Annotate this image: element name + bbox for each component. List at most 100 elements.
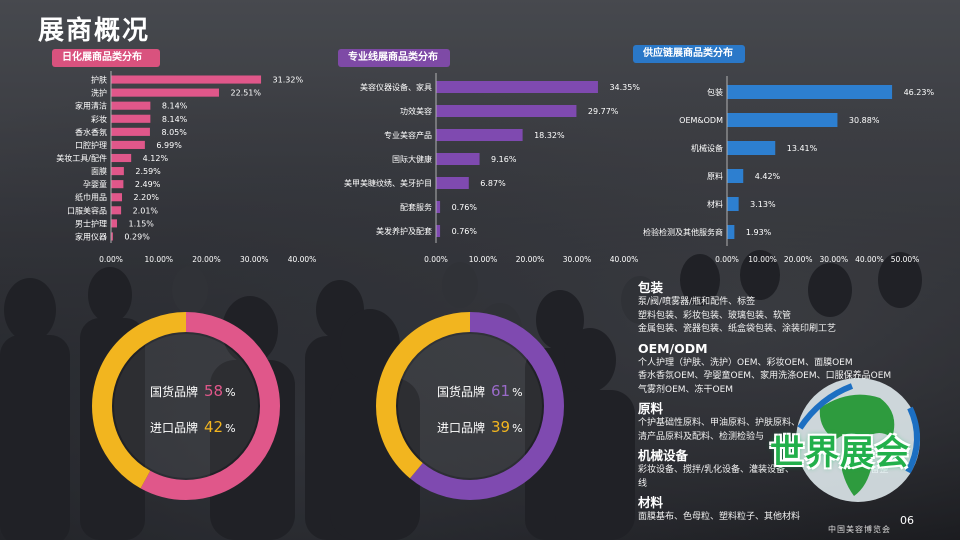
bar <box>436 81 598 93</box>
detail-heading: 包装 <box>638 280 664 295</box>
data-label: 22.51% <box>230 89 261 98</box>
category-label: 检验检测及其他服务商 <box>643 227 723 237</box>
category-label: 护肤 <box>91 75 107 85</box>
bar <box>436 153 480 165</box>
donut-category-label: 国货品牌 <box>437 384 485 399</box>
chart-title-supply-chain: 供应链展商品类分布 <box>633 45 745 63</box>
detail-line: 个护基础性原料、甲油原料、护肤原料、 料、家 <box>638 418 895 428</box>
data-label: 0.76% <box>452 227 478 236</box>
donut-value-label: 42 <box>204 418 223 436</box>
data-label: 34.35% <box>609 83 640 92</box>
detail-line: 香水香氛OEM、孕婴童OEM、家用洗涤OEM、口服保养品OEM <box>638 371 892 381</box>
donut-percent-sign: % <box>225 422 235 435</box>
logo-text: 世界展会 <box>770 433 910 473</box>
category-label: 国际大健康 <box>392 154 432 164</box>
bar <box>111 75 262 84</box>
bar <box>111 127 150 136</box>
tick-label: 40.00% <box>288 255 317 264</box>
page-number: 06 <box>900 514 914 527</box>
detail-line: 线 <box>638 478 648 489</box>
bar <box>111 193 123 202</box>
data-label: 6.87% <box>480 179 506 188</box>
tick-label: 20.00% <box>192 255 221 264</box>
bar <box>436 177 469 189</box>
category-label: 材料 <box>707 199 723 209</box>
tick-label: 20.00% <box>516 255 545 264</box>
bar <box>436 105 577 117</box>
detail-heading: OEM/ODM <box>638 340 708 356</box>
category-label: 原料 <box>707 171 723 181</box>
data-label: 4.42% <box>755 172 781 181</box>
category-label: OEM&ODM <box>679 116 723 125</box>
detail-heading: 机械设备 <box>638 448 689 463</box>
data-label: 13.41% <box>787 144 818 153</box>
bar <box>727 225 735 239</box>
bar <box>111 167 124 176</box>
data-label: 4.12% <box>143 154 169 163</box>
chart-title-daily-chemical: 日化展商品类分布 <box>52 49 160 67</box>
category-label: 孕婴童 <box>83 179 107 189</box>
bar <box>111 140 145 149</box>
data-label: 29.77% <box>588 107 619 116</box>
data-label: 2.49% <box>135 180 161 189</box>
data-label: 2.01% <box>133 206 159 215</box>
category-label: 美甲美睫纹绣、美牙护目 <box>344 178 432 188</box>
detail-heading: 原料 <box>638 401 664 416</box>
tick-label: 30.00% <box>819 255 848 264</box>
chart-title-professional: 专业线展商品类分布 <box>338 49 450 67</box>
page-title: 展商概况 <box>38 16 151 46</box>
bar <box>111 206 122 215</box>
category-label: 美发养护及配套 <box>376 226 432 236</box>
bar <box>436 201 441 213</box>
bar <box>111 101 151 110</box>
data-label: 2.20% <box>134 193 160 202</box>
bar <box>436 225 441 237</box>
data-label: 30.88% <box>849 116 880 125</box>
donut-value-label: 58 <box>204 382 223 400</box>
donut-percent-sign: % <box>512 422 522 435</box>
bar <box>111 180 124 189</box>
category-label: 家用清洁 <box>75 101 107 111</box>
data-label: 6.99% <box>156 141 182 150</box>
data-label: 46.23% <box>904 88 935 97</box>
donut-hole <box>114 334 258 478</box>
data-label: 9.16% <box>491 155 517 164</box>
bar <box>727 169 744 183</box>
detail-line: 泵/阀/喷雾器/瓶和配件、标签 <box>638 297 756 307</box>
bar <box>436 129 523 141</box>
category-label: 配套服务 <box>400 202 432 212</box>
data-label: 0.76% <box>452 203 478 212</box>
tick-label: 30.00% <box>563 255 592 264</box>
category-label: 美容仪器设备、家具 <box>360 82 432 92</box>
donut-value-label: 61 <box>491 382 510 400</box>
data-label: 8.05% <box>161 128 187 137</box>
category-label: 专业美容产品 <box>384 130 432 140</box>
data-label: 3.13% <box>750 200 776 209</box>
category-label: 家用仪器 <box>75 231 107 241</box>
tick-label: 0.00% <box>99 255 123 264</box>
data-label: 2.59% <box>135 167 161 176</box>
category-label: 洗护 <box>91 88 107 98</box>
category-label: 彩妆 <box>91 114 107 124</box>
donut-slice <box>376 312 564 500</box>
detail-line: 个人护理（护肤、洗护）OEM、彩妆OEM、面膜OEM <box>638 357 853 368</box>
tick-label: 10.00% <box>469 255 498 264</box>
donut-value-label: 39 <box>491 418 510 436</box>
donut-percent-sign: % <box>512 386 522 399</box>
category-label: 美妆工具/配件 <box>56 153 107 163</box>
donut-category-label: 国货品牌 <box>150 384 198 399</box>
supply-chain-details: 包装 泵/阀/喷雾器/瓶和配件、标签 塑料包装、彩妆包装、玻璃包装、软管 金属包… <box>638 276 956 525</box>
category-label: 面膜 <box>91 166 107 176</box>
tick-label: 40.00% <box>610 255 639 264</box>
donut-percent-sign: % <box>225 386 235 399</box>
tick-label: 0.00% <box>424 255 448 264</box>
detail-line: 气雾剂OEM、冻干OEM <box>638 384 734 395</box>
detail-line: 塑料包装、彩妆包装、玻璃包装、软管 <box>638 310 792 321</box>
data-label: 1.93% <box>746 228 772 237</box>
tick-label: 10.00% <box>144 255 173 264</box>
donut-category-label: 进口品牌 <box>150 421 198 435</box>
detail-line: 彩妆设备、搅拌/乳化设备、灌装设备、 设备整 <box>638 465 889 475</box>
